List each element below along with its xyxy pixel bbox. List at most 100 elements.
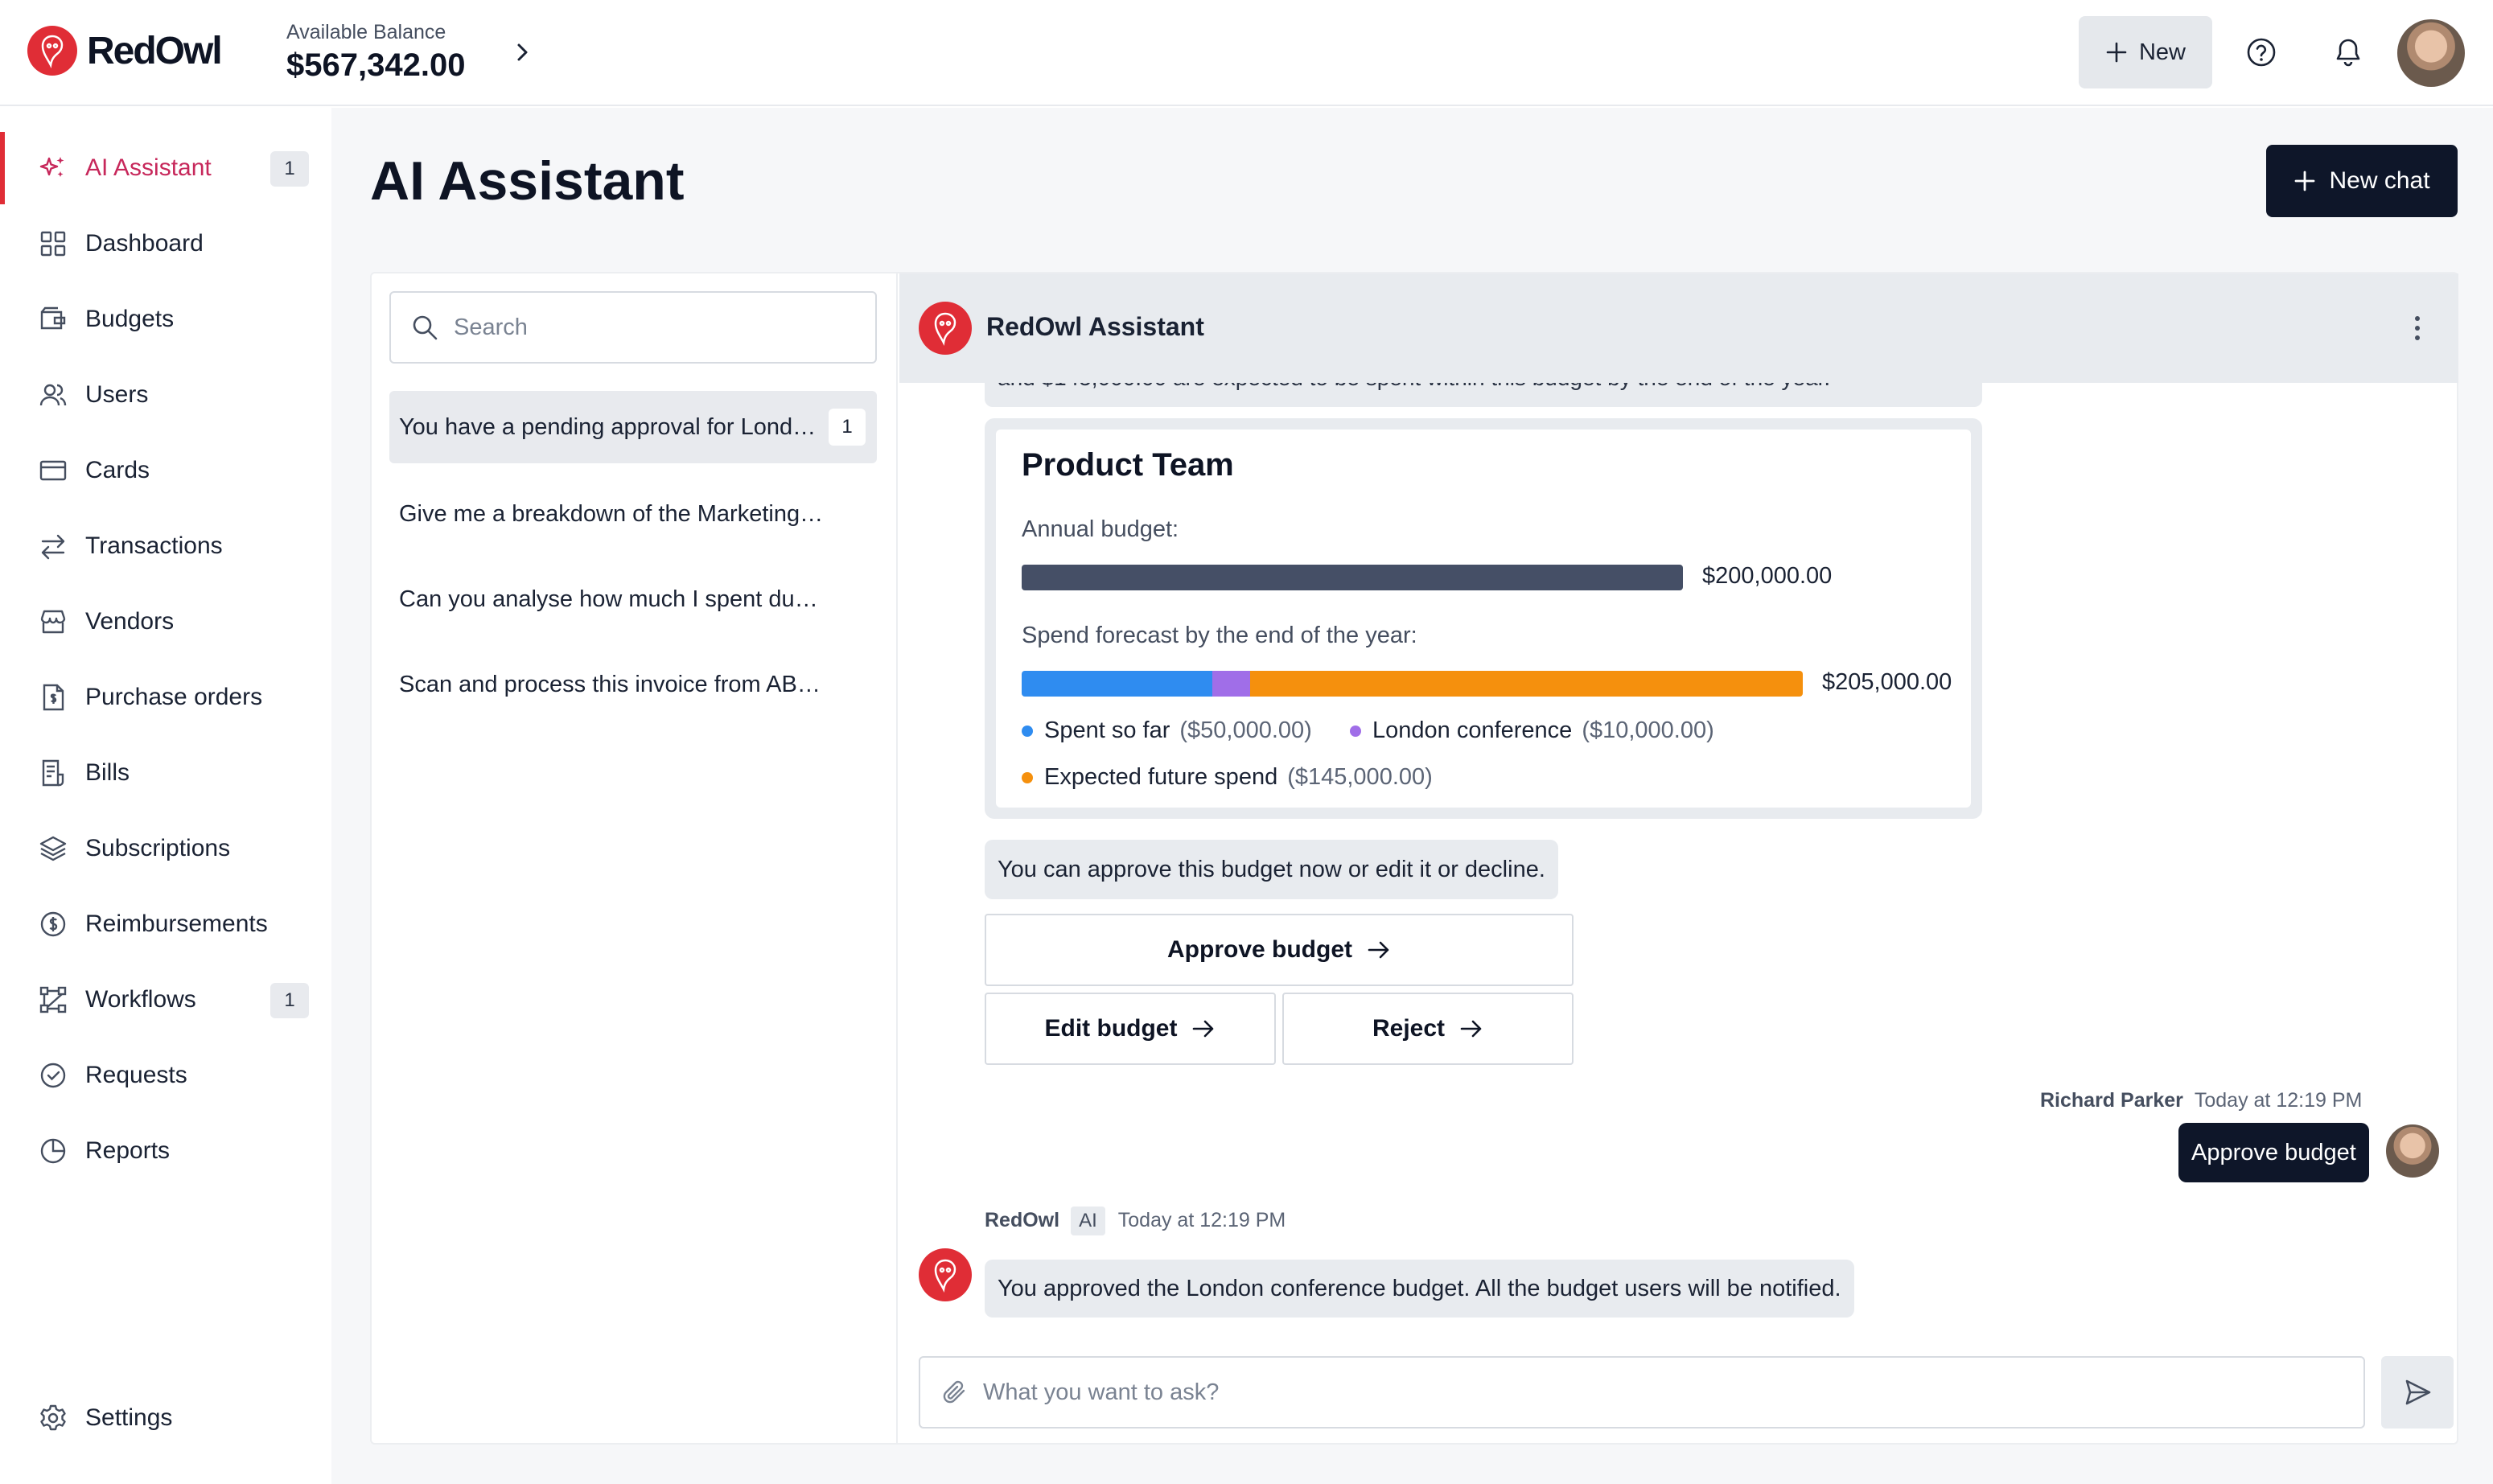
- forecast-label: Spend forecast by the end of the year:: [1022, 623, 1417, 648]
- sidebar-item-reports[interactable]: Reports: [0, 1115, 331, 1187]
- sidebar-item-transactions[interactable]: Transactions: [0, 510, 331, 582]
- thread-title: Scan and process this invoice from ABC C…: [399, 671, 825, 697]
- edit-budget-button[interactable]: Edit budget: [985, 993, 1276, 1065]
- wallet-icon: [39, 305, 68, 334]
- new-button-label: New: [2138, 39, 2186, 65]
- avatar: [2386, 1124, 2439, 1178]
- thread-search[interactable]: [389, 291, 877, 364]
- new-chat-label: New chat: [2329, 167, 2430, 194]
- sidebar-item-label: Reports: [85, 1137, 171, 1164]
- sidebar-item-requests[interactable]: Requests: [0, 1039, 331, 1112]
- sidebar-item-settings[interactable]: Settings: [0, 1382, 331, 1454]
- thread-item[interactable]: Scan and process this invoice from ABC C…: [389, 648, 877, 721]
- budget-card-title: Product Team: [1022, 447, 1234, 483]
- user-message-meta: Richard Parker Today at 12:19 PM: [2040, 1089, 2362, 1112]
- sidebar-item-vendors[interactable]: Vendors: [0, 586, 331, 658]
- legend-item: Expected future spend ($145,000.00): [1022, 764, 1433, 791]
- legend-label: London conference: [1372, 717, 1573, 743]
- send-button[interactable]: [2381, 1356, 2454, 1429]
- sidebar-item-ai-assistant[interactable]: AI Assistant 1: [0, 132, 331, 204]
- thread-item[interactable]: You have a pending approval for London c…: [389, 391, 877, 463]
- user-avatar[interactable]: [2397, 19, 2465, 87]
- redowl-logo[interactable]: RedOwl: [27, 26, 223, 76]
- bot-message-meta: RedOwl AI Today at 12:19 PM: [985, 1207, 1286, 1235]
- arrows-icon: [39, 532, 68, 561]
- thread-count-badge: 1: [829, 409, 866, 446]
- plus-icon: [2293, 170, 2316, 192]
- forecast-segment-spent: [1022, 671, 1212, 697]
- brand-name: RedOwl: [87, 29, 223, 72]
- workflow-icon: [39, 985, 68, 1014]
- balance-label: Available Balance: [286, 21, 446, 43]
- approve-budget-button[interactable]: Approve budget: [985, 914, 1574, 986]
- thread-item[interactable]: Can you analyse how much I spent during …: [389, 563, 877, 635]
- new-chat-button[interactable]: New chat: [2266, 145, 2458, 217]
- owl-logo-icon: [27, 26, 77, 76]
- new-button[interactable]: New: [2079, 16, 2212, 88]
- chat-header: RedOwl Assistant: [899, 273, 2458, 383]
- sidebar-item-dashboard[interactable]: Dashboard: [0, 208, 331, 280]
- sidebar-item-reimbursements[interactable]: Reimbursements: [0, 888, 331, 960]
- sidebar-item-label: Transactions: [85, 532, 223, 559]
- available-balance[interactable]: Available Balance $567,342.00: [286, 21, 465, 84]
- message-composer[interactable]: [919, 1356, 2365, 1429]
- users-icon: [39, 380, 68, 409]
- gear-icon: [39, 1404, 68, 1433]
- forecast-value: $205,000.00: [1822, 669, 1952, 695]
- legend-amount: ($10,000.00): [1582, 717, 1714, 743]
- sparkles-icon: [39, 154, 68, 183]
- legend-dot: [1350, 725, 1361, 737]
- legend-dot: [1022, 725, 1033, 737]
- message-time: Today at 12:19 PM: [2194, 1089, 2363, 1112]
- arrow-right-icon: [1367, 939, 1391, 960]
- edit-budget-label: Edit budget: [1044, 1015, 1178, 1042]
- chat-title: RedOwl Assistant: [986, 312, 1204, 341]
- budget-card: Product Team Annual budget: $200,000.00 …: [985, 418, 1982, 819]
- owl-logo-icon: [919, 302, 972, 355]
- grid-icon: [39, 229, 68, 258]
- dollar-circle-icon: [39, 910, 68, 939]
- sidebar-item-label: Bills: [85, 759, 130, 786]
- main-content: AI Assistant New chat You have a pending…: [331, 108, 2493, 1484]
- legend-item: London conference ($10,000.00): [1350, 717, 1714, 744]
- sidebar-item-cards[interactable]: Cards: [0, 434, 331, 507]
- balance-value: $567,342.00: [286, 47, 466, 83]
- chevron-right-icon[interactable]: [513, 40, 533, 64]
- layers-icon: [39, 834, 68, 863]
- forecast-segment-conference: [1212, 671, 1250, 697]
- sidebar-item-purchase-orders[interactable]: Purchase orders: [0, 661, 331, 734]
- message-input[interactable]: [983, 1379, 2270, 1406]
- forecast-segment-future: [1250, 671, 1803, 697]
- bill-icon: [39, 758, 68, 787]
- sidebar: AI Assistant 1 Dashboard Budgets Users C…: [0, 108, 331, 1484]
- search-input[interactable]: [454, 314, 840, 341]
- sidebar-item-users[interactable]: Users: [0, 359, 331, 431]
- thread-item[interactable]: Give me a breakdown of the Marketing bud…: [389, 478, 877, 550]
- page-title: AI Assistant: [370, 150, 685, 212]
- legend-label: Spent so far: [1044, 717, 1170, 743]
- sidebar-item-budgets[interactable]: Budgets: [0, 283, 331, 356]
- annual-budget-value: $200,000.00: [1702, 563, 1833, 589]
- reject-button[interactable]: Reject: [1282, 993, 1574, 1065]
- user-message: Approve budget: [2178, 1123, 2369, 1182]
- message-author: RedOwl: [985, 1209, 1060, 1231]
- sidebar-item-bills[interactable]: Bills: [0, 737, 331, 809]
- send-icon: [2402, 1377, 2433, 1408]
- store-icon: [39, 607, 68, 636]
- arrow-right-icon: [1459, 1018, 1483, 1039]
- paperclip-icon[interactable]: [941, 1379, 969, 1406]
- ai-badge: AI: [1071, 1207, 1105, 1235]
- help-icon[interactable]: [2244, 35, 2278, 69]
- legend-amount: ($145,000.00): [1287, 764, 1433, 790]
- forecast-bar: [1022, 671, 1803, 697]
- bell-icon[interactable]: [2331, 35, 2365, 69]
- top-bar: RedOwl Available Balance $567,342.00 New: [0, 0, 2493, 106]
- message-author: Richard Parker: [2040, 1089, 2183, 1112]
- sidebar-item-label: Requests: [85, 1062, 187, 1088]
- sidebar-item-subscriptions[interactable]: Subscriptions: [0, 812, 331, 885]
- sidebar-item-label: Settings: [85, 1404, 173, 1431]
- sidebar-item-workflows[interactable]: Workflows 1: [0, 964, 331, 1036]
- plus-icon: [2105, 41, 2128, 64]
- more-options-icon[interactable]: [2412, 314, 2423, 343]
- sidebar-item-label: Dashboard: [85, 230, 204, 257]
